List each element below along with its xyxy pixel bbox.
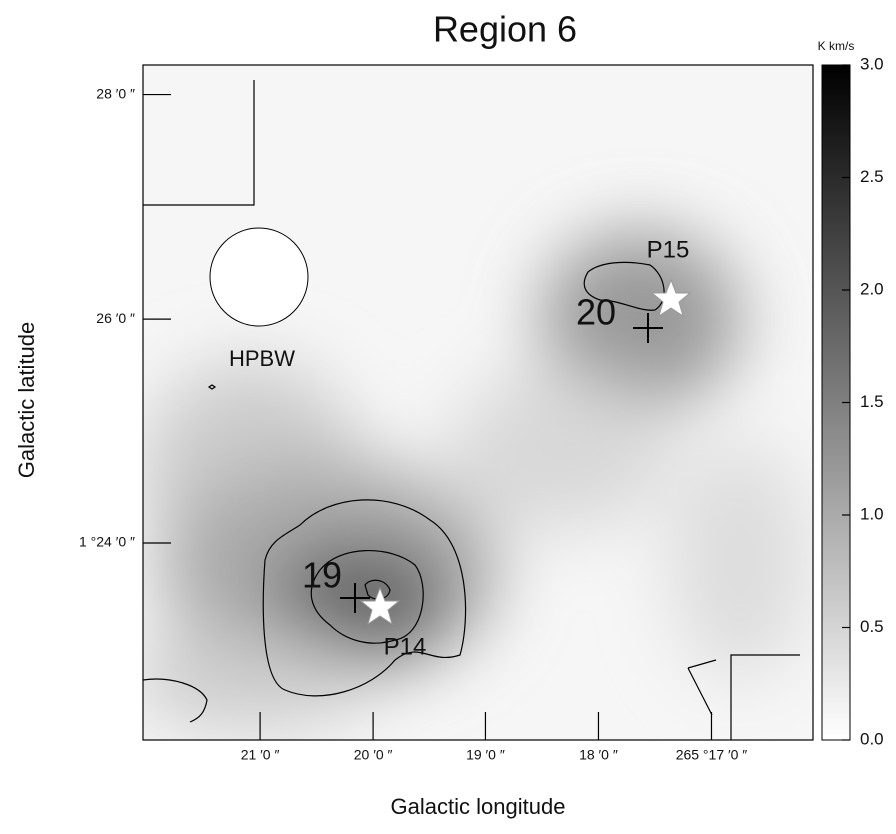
beam-circle bbox=[210, 228, 308, 326]
colorbar-tick-label: 0.0 bbox=[860, 729, 884, 748]
x-tick-label: 21 ′0 ″ bbox=[241, 747, 280, 763]
annotation: P14 bbox=[384, 633, 427, 660]
annotation: P15 bbox=[647, 236, 690, 263]
y-tick-label: 1 °24 ′0 ″ bbox=[79, 534, 135, 550]
annotation: 19 bbox=[302, 555, 342, 596]
x-tick-label: 19 ′0 ″ bbox=[466, 747, 505, 763]
annotation: 20 bbox=[576, 292, 616, 333]
colorbar-tick-label: 2.0 bbox=[860, 279, 884, 298]
x-axis-label: Galactic longitude bbox=[391, 794, 566, 819]
chart: Region 6 HPBW P15 20 19 P14 Galactic lon… bbox=[0, 0, 896, 829]
x-tick-label: 265 °17 ′0 ″ bbox=[676, 747, 748, 763]
colorbar-tick-label: 1.5 bbox=[860, 392, 884, 411]
colorbar-tick-label: 3.0 bbox=[860, 54, 884, 73]
y-axis-label: Galactic latitude bbox=[14, 322, 39, 479]
y-tick-label: 26 ′0 ″ bbox=[96, 310, 135, 326]
annotation: HPBW bbox=[229, 346, 295, 371]
colorbar-label: K km/s bbox=[818, 39, 855, 53]
colorbar-tick-label: 0.5 bbox=[860, 617, 884, 636]
y-tick-label: 28 ′0 ″ bbox=[96, 85, 135, 101]
intensity-map bbox=[130, 65, 813, 740]
chart-title: Region 6 bbox=[433, 9, 577, 50]
x-tick-label: 20 ′0 ″ bbox=[354, 747, 393, 763]
colorbar-tick-label: 2.5 bbox=[860, 167, 884, 186]
x-tick-label: 18 ′0 ″ bbox=[579, 747, 618, 763]
colorbar-tick-label: 1.0 bbox=[860, 504, 884, 523]
